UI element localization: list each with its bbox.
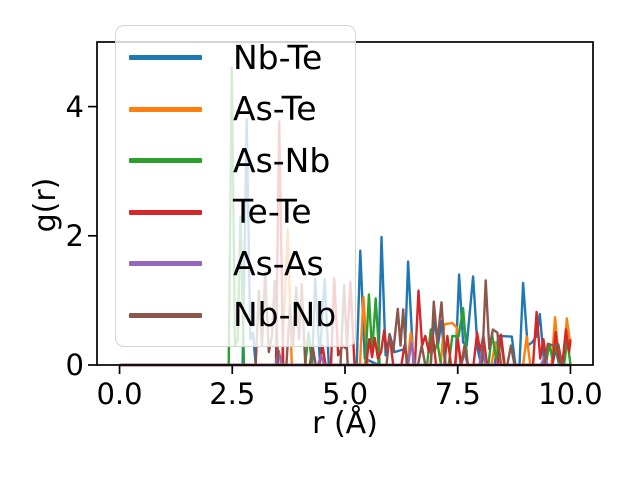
x-tick-label-0.0: 0.0: [96, 377, 143, 411]
y-axis-label: g(r): [28, 177, 63, 233]
legend-label: Nb-Te: [233, 37, 323, 77]
legend-label: Nb-Nb: [233, 295, 337, 335]
legend-box: Nb-Te As-Te As-Nb Te-Te As-As Nb-Nb: [115, 25, 356, 347]
legend-item-nb-nb: Nb-Nb: [129, 290, 355, 342]
legend-label: Te-Te: [233, 192, 312, 232]
y-tick-label-4: 4: [65, 89, 84, 124]
legend-label: As-Nb: [233, 140, 331, 180]
legend-line-sample: [129, 312, 202, 318]
legend-line-sample: [129, 55, 202, 61]
x-tick-label-10.0: 10.0: [538, 377, 603, 411]
y-tick-label-0: 0: [65, 348, 84, 382]
legend-item-as-nb: As-Nb: [129, 135, 355, 187]
legend-line-sample: [129, 209, 202, 215]
legend-line-sample: [129, 158, 202, 164]
legend-item-as-te: As-Te: [129, 84, 355, 136]
x-axis-label: r (Å): [312, 406, 378, 441]
y-tick-label-2: 2: [65, 218, 84, 253]
x-tick-label-2.5: 2.5: [209, 377, 256, 411]
legend-item-nb-te: Nb-Te: [129, 32, 355, 84]
legend-item-te-te: Te-Te: [129, 187, 355, 239]
legend-label: As-As: [233, 243, 324, 283]
legend-line-sample: [129, 106, 202, 112]
x-tick-label-5.0: 5.0: [321, 377, 369, 411]
legend-label: As-Te: [233, 89, 317, 129]
x-tick-label-7.5: 7.5: [434, 377, 481, 411]
legend-line-sample: [129, 261, 202, 267]
legend-item-as-as: As-As: [129, 238, 355, 290]
